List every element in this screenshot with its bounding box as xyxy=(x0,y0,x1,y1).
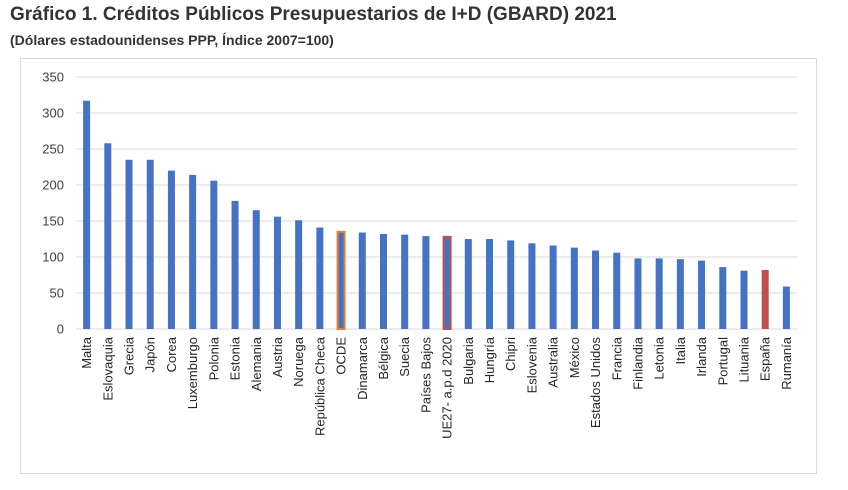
x-category-label: Finlandia xyxy=(630,336,645,390)
y-axis-ticks: 0 50 100 150 200 250 300 350 xyxy=(42,70,64,337)
bar-20 xyxy=(507,240,515,329)
bar-11 xyxy=(316,227,324,329)
x-category-label: México xyxy=(567,337,582,378)
x-category-label: Noruega xyxy=(291,336,306,387)
bar-14 xyxy=(379,233,387,329)
x-category-label: Hungría xyxy=(482,336,497,383)
bar-4 xyxy=(167,170,175,329)
bar-6 xyxy=(210,180,218,329)
bar-8 xyxy=(252,210,260,329)
x-category-label: Austria xyxy=(270,336,285,377)
bar-29 xyxy=(698,260,706,329)
bar-0 xyxy=(83,100,91,329)
chart-title: Gráfico 1. Créditos Públicos Presupuesta… xyxy=(10,4,617,25)
y-tick-label: 350 xyxy=(42,70,64,85)
gridlines xyxy=(76,76,797,330)
bar-15 xyxy=(401,234,409,329)
bar-31 xyxy=(740,270,748,329)
x-category-label: Chipri xyxy=(503,337,518,371)
bar-33 xyxy=(782,286,790,329)
x-category-label: Japón xyxy=(143,337,158,372)
bar-10 xyxy=(295,220,303,329)
bar-7 xyxy=(231,200,239,329)
x-category-label: Portugal xyxy=(715,337,730,386)
x-category-label: Francia xyxy=(609,336,624,380)
x-category-label: Eslovenia xyxy=(524,336,539,393)
bar-2 xyxy=(125,159,133,329)
bar-19 xyxy=(486,239,494,329)
x-category-label: Estonia xyxy=(228,336,243,380)
y-tick-label: 50 xyxy=(50,286,64,301)
y-tick-label: 150 xyxy=(42,214,64,229)
x-category-label: Luxemburgo xyxy=(185,337,200,409)
x-category-label: Eslovaquia xyxy=(100,336,115,400)
x-category-label: Letonia xyxy=(652,336,667,379)
y-tick-label: 100 xyxy=(42,250,64,265)
bar-12 xyxy=(336,230,346,330)
bar-16 xyxy=(422,236,430,329)
y-tick-label: 300 xyxy=(42,106,64,121)
bar-13 xyxy=(358,232,366,329)
y-tick-label: 200 xyxy=(42,178,64,193)
x-category-label: Dinamarca xyxy=(355,336,370,400)
x-category-label: Bélgica xyxy=(376,336,391,379)
y-tick-label: 250 xyxy=(42,142,64,157)
x-axis-labels: Malta Eslovaquia Grecia Japón Corea Luxemburg… xyxy=(79,336,794,439)
x-category-label: Australia xyxy=(546,336,561,387)
x-category-label: Grecia xyxy=(122,336,137,375)
x-category-label: Lituania xyxy=(736,336,751,382)
x-category-label: OCDE xyxy=(334,337,349,375)
bar-1 xyxy=(104,143,112,329)
bar-3 xyxy=(146,159,154,329)
chart-subtitle: (Dólares estadounidenses PPP, Índice 200… xyxy=(10,32,334,48)
chart-frame xyxy=(20,58,817,474)
bars xyxy=(83,100,790,330)
bar-23 xyxy=(570,247,578,329)
bar-32 xyxy=(761,269,769,329)
bar-18 xyxy=(464,239,472,329)
x-category-label: Países Bajos xyxy=(418,337,433,413)
bar-26 xyxy=(634,258,642,329)
bar-30 xyxy=(719,267,727,329)
x-category-label: Alemania xyxy=(249,336,264,391)
bar-25 xyxy=(613,252,621,329)
x-category-label: Suecia xyxy=(397,336,412,377)
x-category-label: Rumanía xyxy=(779,336,794,390)
x-category-label: Corea xyxy=(164,336,179,372)
y-tick-label: 0 xyxy=(57,322,64,337)
x-category-label: España xyxy=(758,336,773,381)
x-category-label: Bulgaria xyxy=(461,336,476,384)
x-category-label: Polonia xyxy=(206,336,221,380)
bar-24 xyxy=(592,250,600,329)
bar-27 xyxy=(655,258,663,329)
x-category-label: Italia xyxy=(673,336,688,364)
bar-9 xyxy=(273,216,281,329)
x-category-label: Malta xyxy=(79,336,94,369)
x-category-label: UE27- a.p.d 2020 xyxy=(440,337,455,439)
bar-22 xyxy=(549,245,557,329)
bar-28 xyxy=(676,259,684,329)
x-category-label: Irlanda xyxy=(694,336,709,377)
bar-21 xyxy=(528,243,536,329)
bar-17 xyxy=(442,235,452,330)
x-category-label: República Checa xyxy=(312,336,327,436)
bar-5 xyxy=(189,174,197,329)
x-category-label: Estados Unidos xyxy=(588,337,603,429)
